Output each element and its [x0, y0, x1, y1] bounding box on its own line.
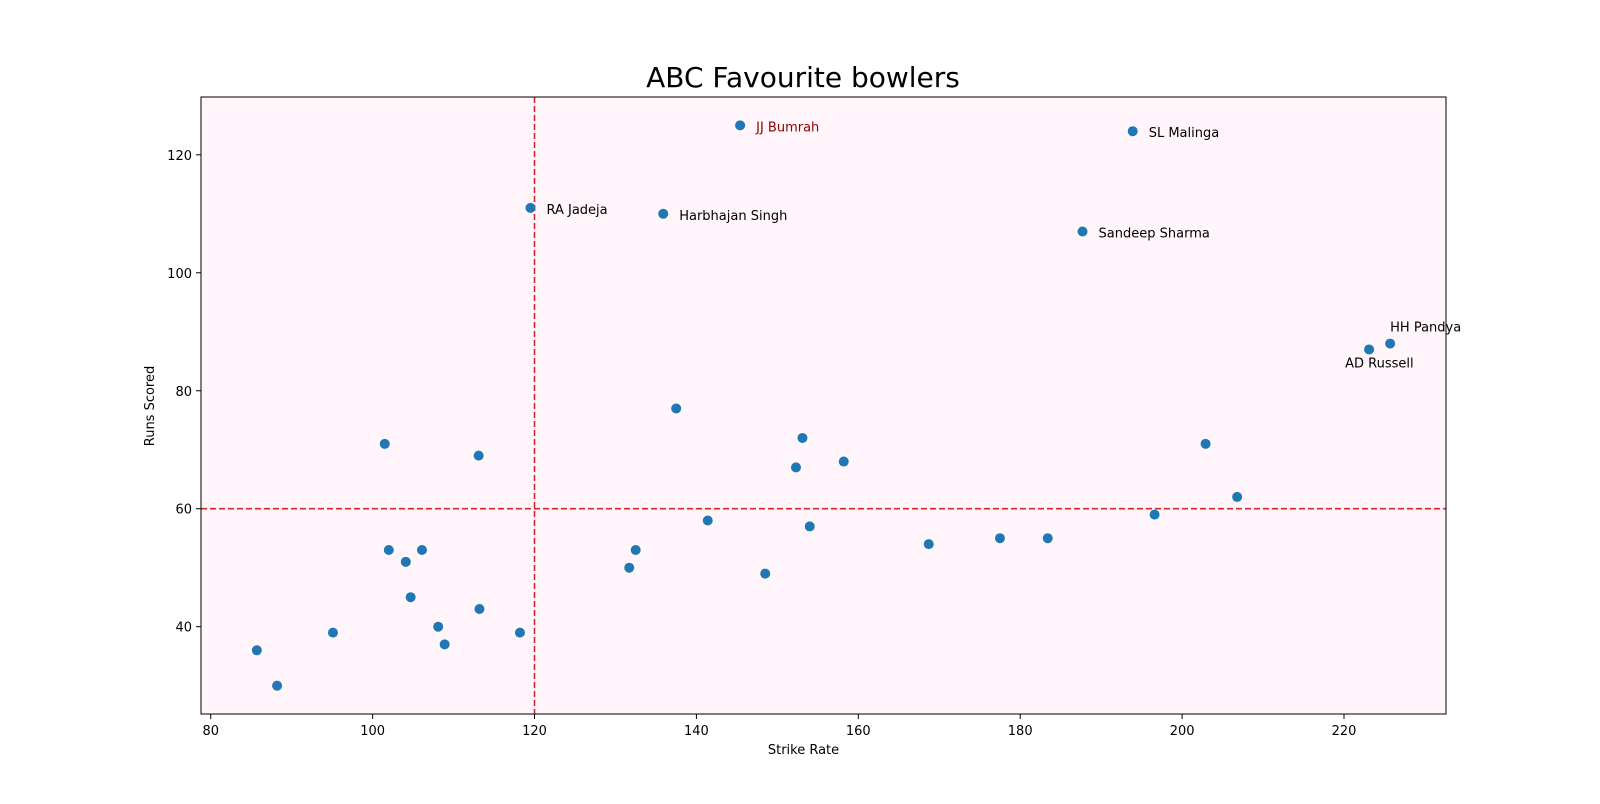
scatter-point — [1385, 338, 1396, 349]
x-tick-label: 160 — [846, 724, 871, 739]
y-tick-label: 120 — [167, 149, 192, 164]
scatter-point — [1042, 533, 1053, 544]
x-tick-label: 200 — [1170, 724, 1195, 739]
plot-frame — [200, 96, 1447, 715]
scatter-point — [838, 456, 849, 467]
point-label: AD Russell — [1345, 356, 1414, 371]
point-label: Sandeep Sharma — [1099, 226, 1210, 241]
scatter-point — [251, 645, 262, 656]
reference-lines — [201, 97, 1446, 714]
x-tick-label: 140 — [684, 724, 709, 739]
scatter-point — [473, 450, 484, 461]
point-labels: JJ Bumrah SL Malinga RA Jadeja Harbhajan Si… — [546, 120, 1461, 371]
point-label: HH Pandya — [1390, 321, 1461, 336]
scatter-point — [272, 680, 283, 691]
scatter-point — [797, 432, 808, 443]
scatter-point — [1364, 344, 1375, 355]
scatter-point — [760, 568, 771, 579]
plot-area — [201, 97, 1446, 714]
x-tick-label: 80 — [202, 724, 219, 739]
y-tick-label: 80 — [175, 385, 192, 400]
x-tick-label: 180 — [1008, 724, 1033, 739]
scatter-point — [379, 438, 390, 449]
scatter-point — [658, 208, 669, 219]
scatter-point — [790, 462, 801, 473]
scatter-point — [1127, 126, 1138, 137]
scatter-point — [630, 545, 641, 556]
y-axis-label: Runs Scored — [143, 366, 158, 447]
data-points — [251, 120, 1396, 691]
x-tick-label: 120 — [522, 724, 547, 739]
x-axis: 80 100 120 140 160 180 200 220 — [202, 714, 1356, 739]
scatter-point — [735, 120, 746, 131]
scatter-point — [702, 515, 713, 526]
plot-border — [200, 96, 1447, 715]
scatter-point — [1149, 509, 1160, 520]
scatter-point — [383, 545, 394, 556]
y-axis: 40 60 80 100 120 — [167, 149, 201, 636]
scatter-point — [439, 639, 450, 650]
scatter-point — [624, 562, 635, 573]
y-tick-label: 60 — [175, 503, 192, 518]
scatter-point — [514, 627, 525, 638]
y-tick-label: 40 — [175, 621, 192, 636]
scatter-point — [1077, 226, 1088, 237]
point-label: RA Jadeja — [546, 203, 607, 218]
plot-background — [201, 97, 1446, 714]
scatter-point — [525, 202, 536, 213]
point-label: JJ Bumrah — [755, 120, 819, 135]
scatter-point — [433, 621, 444, 632]
x-tick-label: 100 — [360, 724, 385, 739]
x-axis-label: Strike Rate — [768, 743, 839, 758]
scatter-point — [327, 627, 338, 638]
chart-title: ABC Favourite bowlers — [646, 61, 960, 94]
scatter-point — [994, 533, 1005, 544]
scatter-point — [400, 556, 411, 567]
scatter-point — [804, 521, 815, 532]
y-tick-label: 100 — [167, 267, 192, 282]
scatter-point — [405, 592, 416, 603]
scatter-point — [671, 403, 682, 414]
scatter-point — [923, 539, 934, 550]
point-label: SL Malinga — [1149, 126, 1220, 141]
point-label: Harbhajan Singh — [679, 209, 787, 224]
scatter-point — [1232, 491, 1243, 502]
scatter-point — [474, 604, 485, 615]
scatter-point — [416, 545, 427, 556]
scatter-point — [1200, 438, 1211, 449]
x-tick-label: 220 — [1332, 724, 1357, 739]
